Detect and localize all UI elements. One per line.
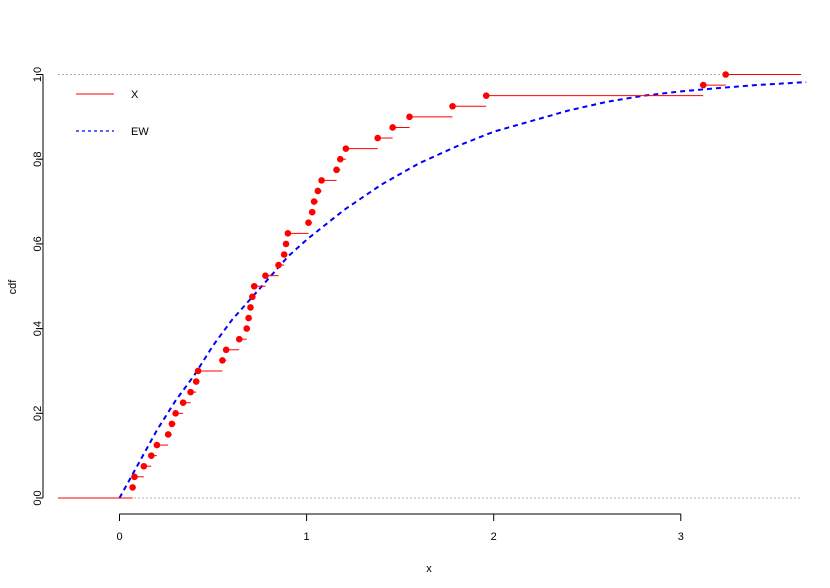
y-axis-label: cdf xyxy=(7,279,19,295)
ecdf-point xyxy=(187,388,194,396)
legend-label-ew: EW xyxy=(131,126,149,138)
ecdf-point xyxy=(284,230,292,237)
ecdf-point xyxy=(250,282,258,290)
ecdf-point xyxy=(249,293,256,301)
ew-cdf-curve xyxy=(118,81,807,499)
axes: 0 1 2 3 0.0 0.2 0.4 0.6 0.8 1.0 xyxy=(32,67,684,543)
ecdf-point xyxy=(449,102,456,110)
ecdf-point xyxy=(275,261,282,269)
ecdf-point xyxy=(222,346,230,354)
ecdf-point xyxy=(374,134,381,142)
ecdf-point xyxy=(140,462,148,470)
ecdf-point xyxy=(282,240,290,248)
x-tick-label: 1 xyxy=(304,531,310,543)
ecdf-point xyxy=(406,113,413,121)
ecdf-point xyxy=(482,92,490,99)
x-tick-label: 3 xyxy=(678,531,684,543)
ecdf-point xyxy=(280,251,288,258)
plot-area xyxy=(58,71,807,499)
y-tick-label: 0.2 xyxy=(32,406,44,421)
x-axis-label: x xyxy=(426,563,432,575)
ecdf-point xyxy=(164,431,172,438)
ecdf-point xyxy=(179,399,187,407)
ecdf-point xyxy=(336,155,344,163)
y-tick-label: 0.4 xyxy=(32,321,44,336)
ecdf-point xyxy=(194,367,202,375)
ecdf-point xyxy=(243,325,251,332)
ecdf-point xyxy=(318,177,325,184)
x-tick-label: 2 xyxy=(491,531,497,543)
ecdf-point xyxy=(219,357,226,364)
ecdf-point xyxy=(129,484,136,491)
ecdf-point xyxy=(153,441,161,449)
ecdf-point xyxy=(131,473,138,481)
ecdf-point xyxy=(308,208,316,216)
ecdf-point xyxy=(333,166,340,174)
y-tick-label: 0.8 xyxy=(32,152,44,167)
legend: X EW xyxy=(76,89,149,138)
ecdf-point xyxy=(389,124,396,131)
ecdf-point xyxy=(310,198,318,205)
ecdf-point xyxy=(305,219,312,227)
ecdf-point xyxy=(314,187,322,195)
ecdf-point xyxy=(235,335,243,343)
y-tick-label: 0.6 xyxy=(32,236,44,251)
legend-label-x: X xyxy=(131,89,139,101)
ecdf-point xyxy=(172,410,179,417)
ecdf-point xyxy=(245,314,252,322)
y-tick-label: 0.0 xyxy=(32,490,44,505)
ecdf-point xyxy=(699,81,707,89)
y-tick-label: 1.0 xyxy=(32,67,44,82)
x-tick-label: 0 xyxy=(116,531,122,543)
ecdf-point xyxy=(148,452,155,459)
ecdf-point xyxy=(168,420,176,428)
ecdf-point xyxy=(342,145,350,152)
ecdf-point xyxy=(247,304,254,311)
ecdf-point xyxy=(722,71,730,78)
ecdf-point xyxy=(262,272,269,279)
ecdf-point xyxy=(192,378,200,385)
